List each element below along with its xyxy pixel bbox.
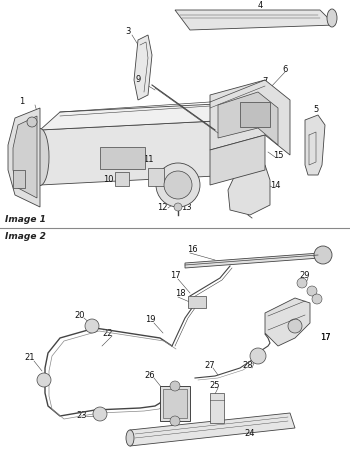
FancyBboxPatch shape xyxy=(160,386,190,421)
Text: 29: 29 xyxy=(300,272,310,280)
Ellipse shape xyxy=(126,430,134,446)
FancyBboxPatch shape xyxy=(240,102,270,127)
Polygon shape xyxy=(13,116,37,198)
Ellipse shape xyxy=(31,128,49,186)
FancyBboxPatch shape xyxy=(163,389,187,418)
Text: 25: 25 xyxy=(210,381,220,390)
Text: 28: 28 xyxy=(243,362,253,370)
Circle shape xyxy=(288,319,302,333)
Text: 22: 22 xyxy=(103,329,113,338)
Text: 13: 13 xyxy=(181,202,191,212)
Text: 6: 6 xyxy=(282,66,288,75)
Polygon shape xyxy=(210,80,290,155)
Polygon shape xyxy=(130,413,295,446)
Text: 10: 10 xyxy=(103,176,113,184)
Text: 3: 3 xyxy=(125,27,131,36)
Polygon shape xyxy=(228,165,270,215)
FancyBboxPatch shape xyxy=(13,170,25,188)
Circle shape xyxy=(297,278,307,288)
Text: 19: 19 xyxy=(145,315,155,324)
FancyBboxPatch shape xyxy=(148,168,164,186)
Polygon shape xyxy=(40,102,255,130)
Text: 9: 9 xyxy=(135,76,141,85)
Polygon shape xyxy=(8,108,40,207)
Polygon shape xyxy=(175,10,335,30)
Text: 11: 11 xyxy=(143,156,153,165)
Text: 17: 17 xyxy=(320,334,330,343)
Text: 16: 16 xyxy=(187,246,197,254)
Text: 15: 15 xyxy=(273,151,283,160)
Text: 14: 14 xyxy=(270,181,280,189)
Polygon shape xyxy=(235,102,255,175)
Text: 5: 5 xyxy=(313,106,318,115)
Text: 17: 17 xyxy=(170,272,180,280)
Text: 1: 1 xyxy=(19,97,25,106)
Circle shape xyxy=(85,319,99,333)
Text: 4: 4 xyxy=(257,0,262,10)
Circle shape xyxy=(174,203,182,211)
Text: 27: 27 xyxy=(205,362,215,370)
Text: Image 1: Image 1 xyxy=(5,215,46,224)
FancyBboxPatch shape xyxy=(188,296,206,308)
Circle shape xyxy=(93,407,107,421)
Text: 24: 24 xyxy=(245,429,255,438)
Text: 12: 12 xyxy=(157,202,167,212)
Circle shape xyxy=(170,381,180,391)
Text: Image 2: Image 2 xyxy=(5,232,46,241)
Text: 17: 17 xyxy=(320,334,330,343)
Text: 23: 23 xyxy=(77,411,87,420)
Polygon shape xyxy=(265,298,310,346)
Polygon shape xyxy=(210,135,265,185)
Polygon shape xyxy=(134,35,152,100)
Circle shape xyxy=(164,171,192,199)
Circle shape xyxy=(170,416,180,426)
Text: 18: 18 xyxy=(175,289,185,298)
Polygon shape xyxy=(185,253,320,268)
FancyBboxPatch shape xyxy=(100,147,145,169)
Circle shape xyxy=(307,286,317,296)
Polygon shape xyxy=(305,115,325,175)
FancyBboxPatch shape xyxy=(115,172,129,186)
Text: 2: 2 xyxy=(27,126,33,135)
Text: 7: 7 xyxy=(262,77,268,86)
Text: 8: 8 xyxy=(252,87,258,96)
Circle shape xyxy=(37,373,51,387)
Text: 2: 2 xyxy=(19,173,25,182)
Circle shape xyxy=(250,348,266,364)
Polygon shape xyxy=(218,92,278,145)
Text: 20: 20 xyxy=(75,312,85,320)
FancyBboxPatch shape xyxy=(210,393,224,423)
Ellipse shape xyxy=(327,9,337,27)
Circle shape xyxy=(312,294,322,304)
Circle shape xyxy=(27,117,37,127)
Polygon shape xyxy=(40,120,235,185)
Text: 21: 21 xyxy=(25,354,35,363)
Circle shape xyxy=(156,163,200,207)
Circle shape xyxy=(314,246,332,264)
Text: 26: 26 xyxy=(145,371,155,380)
